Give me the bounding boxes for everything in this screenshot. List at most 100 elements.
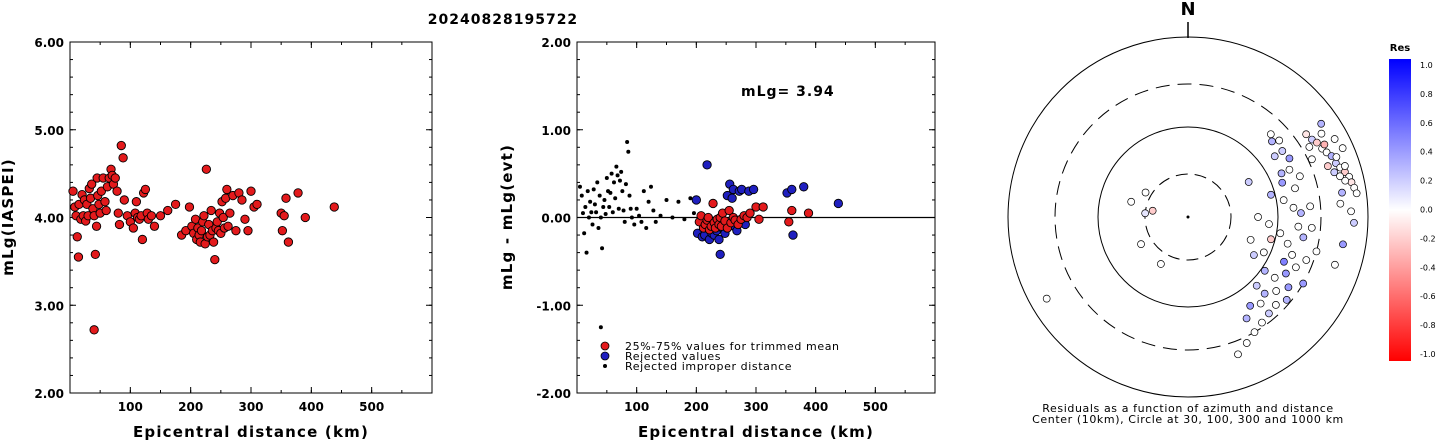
left-point-mlg [329, 202, 339, 212]
colorbar: Res 1.0 0.8 0.6 0.4 0.2 0.0 -0.2 -0.4 -0.6 -0.8 -1… [1389, 43, 1436, 361]
left-point-mlg [218, 212, 228, 223]
polar-point [1330, 168, 1339, 177]
left-point-mlg [184, 202, 195, 212]
left-point-mlg [252, 199, 262, 209]
middle-point-trimmed [724, 205, 734, 216]
colorbar-tick-label: 0.6 [1420, 119, 1433, 128]
polar-point [1141, 188, 1150, 197]
middle-ylabel: mLg - mLg(evt) [498, 144, 516, 290]
polar-point [1260, 266, 1269, 275]
left-ylabel: mLg(IASPEI) [0, 158, 17, 276]
middle-point-improper [604, 176, 609, 181]
left-point-mlg [72, 232, 82, 242]
left-point-mlg [196, 226, 207, 236]
middle-point-improper [595, 180, 600, 185]
colorbar-tick-label: 1.0 [1420, 61, 1433, 70]
left-point-mlg [90, 249, 100, 260]
legend-label-rejected: Rejected values [625, 350, 721, 363]
left-point-mlg [100, 197, 110, 207]
middle-point-improper [594, 210, 599, 215]
left-point-mlg [87, 179, 97, 189]
left-point-mlg [68, 186, 78, 196]
middle-point-improper [609, 171, 614, 176]
polar-point [1148, 206, 1157, 215]
middle-point-improper [588, 199, 593, 204]
left-point-mlg [283, 237, 294, 247]
middle-xtick-label: 100 [624, 400, 649, 414]
polar-point [1042, 294, 1051, 303]
middle-point-improper [580, 211, 585, 216]
middle-point-improper [639, 219, 644, 224]
mlg-annotation: mLg= 3.94 [741, 84, 835, 100]
left-point-mlg [149, 221, 160, 231]
polar-point [1246, 235, 1255, 244]
middle-point-trimmed [758, 202, 768, 212]
middle-ticks: 100 200 300 400 500 -2.00 -1.00 0.00 1.00 2.00 [536, 36, 935, 414]
middle-ytick-label: 2.00 [541, 36, 571, 50]
polar-point [1352, 189, 1361, 198]
middle-point-rejected [702, 160, 712, 170]
middle-point-improper [626, 149, 631, 154]
middle-point-improper [627, 193, 632, 198]
middle-point-improper [619, 169, 624, 174]
polar-point [1137, 240, 1145, 248]
polar-point [1285, 165, 1294, 174]
colorbar-ticks: 1.0 0.8 0.6 0.4 0.2 0.0 -0.2 -0.4 -0.6 -0.8 -1.0 [1420, 61, 1436, 359]
middle-point-improper [591, 187, 596, 192]
left-point-mlg [131, 197, 142, 207]
polar-point [1330, 135, 1339, 143]
colorbar-tick-label: -1.0 [1420, 350, 1436, 359]
middle-point-improper [600, 246, 605, 251]
left-point-mlg [89, 325, 99, 335]
left-point-mlg [137, 234, 148, 245]
middle-ytick-label: 0.00 [541, 212, 571, 226]
polar-point [1339, 240, 1347, 249]
middle-point-trimmed [803, 208, 814, 218]
legend-marker-improper [603, 364, 607, 368]
middle-point-trimmed [784, 217, 794, 227]
left-point-mlg [231, 226, 241, 236]
polar-point [1291, 184, 1299, 193]
left-point-mlg [199, 211, 209, 221]
middle-point-improper [688, 196, 693, 201]
left-point-mlg [114, 219, 125, 230]
middle-point-improper [651, 208, 656, 213]
colorbar-tick-label: 0.4 [1420, 148, 1433, 157]
middle-point-improper [577, 184, 582, 189]
left-point-mlg [91, 221, 102, 231]
middle-point-improper [629, 215, 634, 220]
left-ytick-label: 2.00 [34, 387, 64, 401]
middle-point-improper [628, 206, 633, 211]
left-point-mlg [119, 195, 129, 205]
middle-point-rejected [799, 182, 809, 192]
ring-300km [1054, 83, 1322, 351]
polar-point [1267, 235, 1275, 244]
middle-point-improper [670, 215, 675, 220]
left-point-mlg [112, 186, 122, 196]
left-point-mlg [146, 211, 157, 221]
polar-point [1252, 281, 1261, 290]
middle-panel: 100 200 300 400 500 -2.00 -1.00 0.00 1.00 2.00 mL… [498, 36, 936, 441]
figure-title: 20240828195722 [428, 12, 578, 28]
middle-ytick-label: 1.00 [541, 124, 571, 138]
middle-point-improper [641, 189, 646, 194]
polar-point [1312, 247, 1321, 256]
polar-point [1277, 169, 1286, 178]
middle-point-improper [616, 206, 621, 211]
left-xlabel: Epicentral distance (km) [133, 423, 369, 441]
colorbar-tick-label: -0.2 [1420, 234, 1436, 243]
left-point-mlg [243, 226, 253, 236]
left-xtick-label: 300 [238, 400, 263, 414]
middle-point-rejected [787, 184, 797, 195]
middle-point-improper [583, 204, 588, 209]
colorbar-tick-label: 0.0 [1420, 206, 1433, 215]
legend-marker-rejected [600, 351, 610, 361]
middle-point-improper [615, 173, 620, 178]
left-ytick-label: 4.00 [34, 212, 64, 226]
left-point-mlg [201, 164, 212, 174]
polar-point [1276, 229, 1285, 238]
middle-point-improper [646, 199, 651, 204]
polar-point [1270, 152, 1279, 161]
middle-point-trimmed [754, 214, 764, 224]
